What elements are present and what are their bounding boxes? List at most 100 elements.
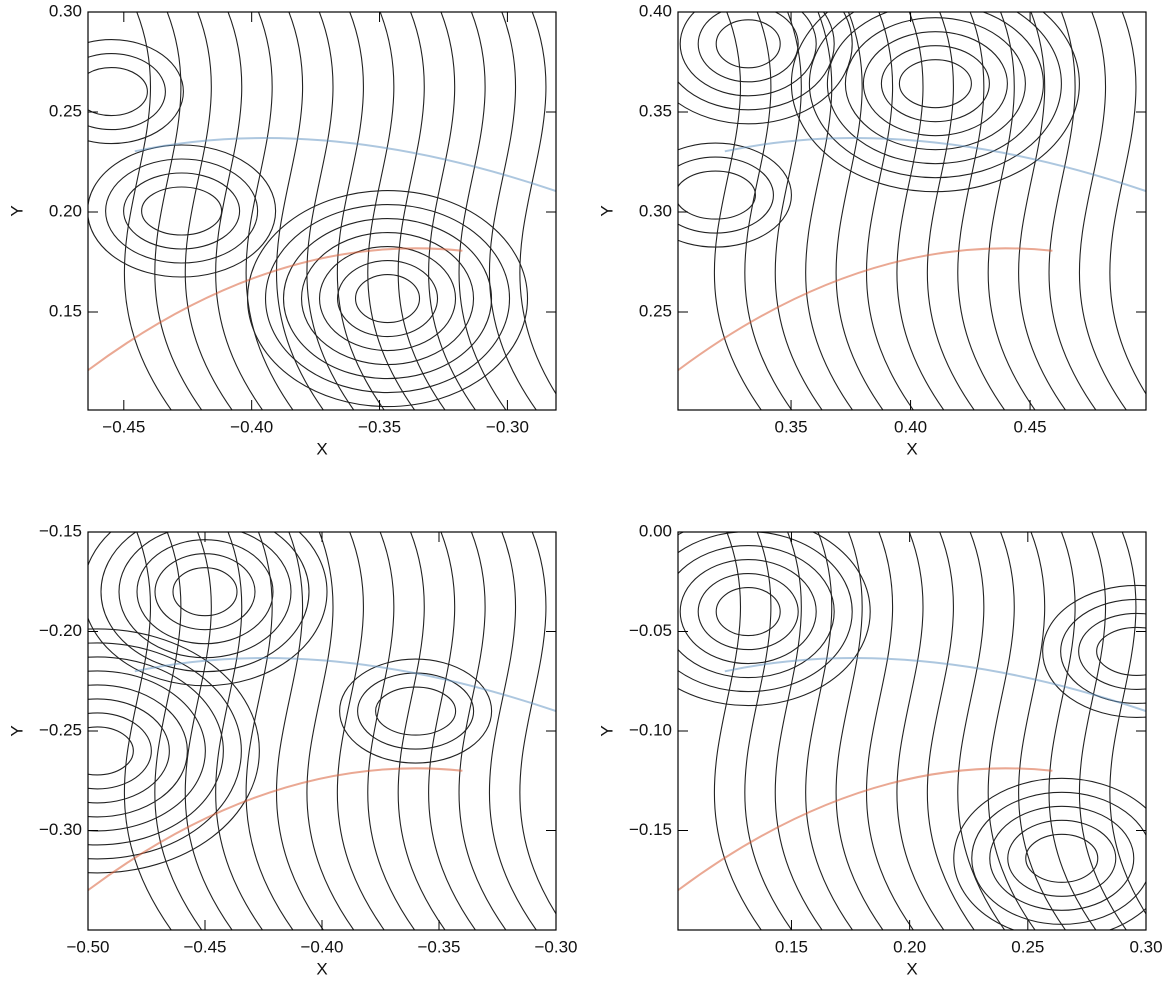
contour-line [1048,532,1097,930]
contour-line [339,658,493,764]
contour-line [367,532,416,930]
contour-line [458,532,507,930]
y-axis-label: Y [7,205,26,216]
contour-line [835,532,884,930]
contour-line [1078,612,1146,690]
contour-line [957,532,1006,930]
contour-line [987,12,1036,410]
x-tick-label: −0.30 [486,417,529,436]
contour-line [1042,584,1146,718]
contour-line [88,628,260,874]
y-tick-label: 0.25 [49,101,82,120]
y-tick-label: 0.25 [639,301,672,320]
contour-line [428,12,477,410]
contour-line [896,532,945,930]
contour-line [397,12,446,410]
contour-line [123,12,173,410]
x-tick-label: −0.30 [534,937,577,956]
field [88,12,556,410]
y-tick-label: −0.20 [39,621,82,640]
field [678,532,1146,930]
contour-line [88,642,242,860]
vorticity-streak [724,137,1146,193]
contour-line [245,532,294,930]
contour-line [275,532,325,930]
contour-line [805,532,854,930]
contour-line [264,204,511,394]
x-tick-label: −0.45 [183,937,226,956]
contour-line [1109,12,1146,395]
x-tick-label: −0.45 [102,417,145,436]
contour-line [300,232,475,366]
y-axis-label: Y [597,725,616,736]
contour-line [862,31,1008,137]
contour-line [678,156,774,234]
y-tick-label: 0.20 [49,201,82,220]
contour-line [1078,532,1128,930]
contour-line [678,545,835,679]
y-tick-label: −0.25 [39,720,82,739]
contour-line [744,532,793,930]
y-tick-label: −0.05 [629,621,672,640]
contour-line [88,39,184,145]
contour-line [1018,12,1067,410]
contour-line [774,532,823,930]
contour-line [678,532,871,707]
contour-line [275,12,325,410]
contour-line [987,532,1036,930]
contour-line [1048,12,1097,410]
contour-line [141,186,223,236]
contour-line [105,158,259,264]
contour-line [1078,12,1128,410]
y-axis-label: Y [597,205,616,216]
contour-line [397,532,446,930]
contour-line [354,274,421,324]
x-tick-label: 0.25 [1011,937,1044,956]
contour-line [679,559,817,665]
contour-line [88,144,277,278]
contour-line [184,532,233,930]
contour-line [835,12,884,410]
contour-line [715,19,781,69]
contour-line [679,12,817,97]
contour-line [1060,598,1146,704]
contour-line [808,12,1062,179]
y-axis-label: Y [7,725,26,736]
contour-line [926,12,975,410]
contour-line [1018,532,1067,930]
contour-line [336,12,385,410]
contour-line [88,698,170,804]
contour-line [172,567,238,617]
contour-line [246,190,529,408]
contour-line [1109,532,1146,915]
contour-line [953,777,1146,930]
panel: −0.45 −0.40 −0.35 −0.30 0.15 0.20 0.25 0.30 X Y [7,1,557,458]
contour-line [1096,626,1146,676]
panel: 0.15 0.20 0.25 0.30 0.00 −0.05 −0.10 −0.15 X Y [597,521,1162,978]
contour-line [678,12,853,125]
x-tick-label: 0.30 [1129,937,1162,956]
y-tick-label: 0.35 [639,101,672,120]
contour-line [123,532,173,930]
contour-line [826,12,1044,165]
y-tick-label: 0.40 [639,1,672,20]
contour-line [458,12,507,410]
contour-line [1025,833,1099,883]
contour-line [744,12,793,410]
contour-line [678,12,835,111]
x-axis-label: X [906,439,917,458]
contour-line [88,684,188,818]
x-axis-label: X [316,439,327,458]
contour-line [865,532,915,930]
contour-line [88,532,328,687]
contour-line [118,532,292,659]
x-tick-label: 0.15 [775,937,808,956]
x-tick-label: 0.40 [894,417,927,436]
contour-line [790,12,1080,193]
contour-line [88,53,166,131]
x-tick-label: −0.35 [358,417,401,436]
contour-line [519,532,556,915]
contour-line [697,573,799,651]
vorticity-streak [88,247,463,372]
panel: −0.50 −0.45 −0.40 −0.35 −0.30 −0.15 −0.20 −0.25… [7,521,577,978]
